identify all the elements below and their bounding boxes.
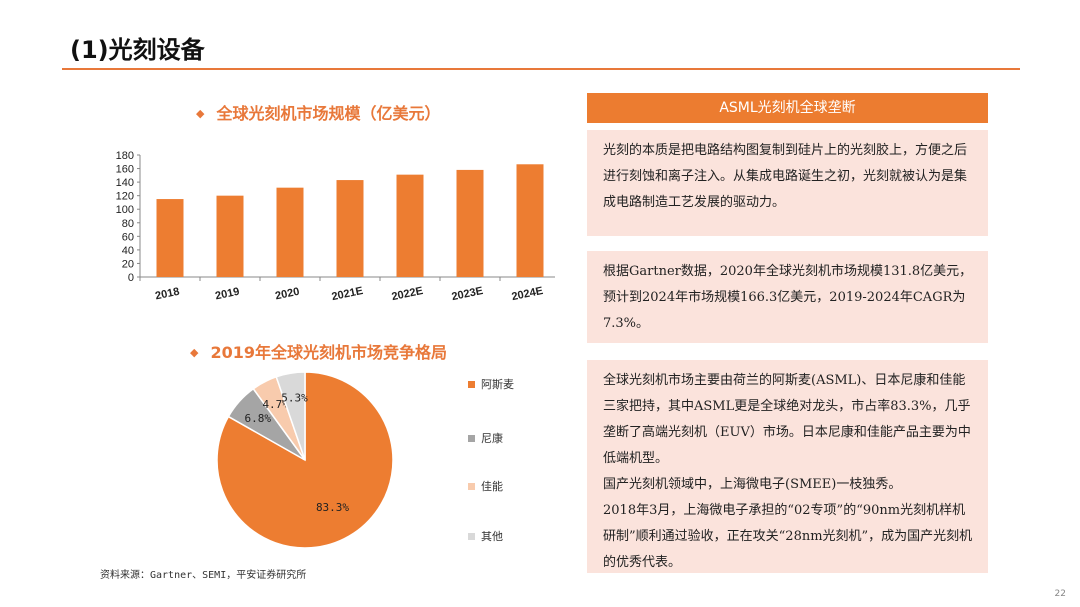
x-tick-label: 2018 (154, 286, 180, 303)
pie-slice-其他 (275, 371, 306, 461)
legend-label: 佳能 (481, 480, 503, 493)
y-tick-label: 140 (116, 177, 134, 189)
legend-label: 尼康 (481, 432, 503, 445)
x-tick-label: 2023E (451, 285, 485, 303)
pie-data-label: 5.3% (281, 392, 308, 405)
bar-2019 (216, 195, 244, 277)
legend-label: 其他 (481, 530, 503, 543)
panel-box-definition: 光刻的本质是把电路结构图复制到硅片上的光刻胶上，方便之后进行刻蚀和离子注入。从集… (587, 130, 988, 236)
legend-swatch (468, 482, 475, 490)
x-tick-label: 2019 (214, 286, 240, 303)
pie-chart: 83.3% 6.8%4.7%5.3% (216, 371, 394, 549)
panel-paragraph: 2018年3月，上海微电子承担的“02专项”的“90nm光刻机样机研制”顺利通过… (603, 503, 973, 570)
panel-paragraph: 根据Gartner数据，2020年全球光刻机市场规模131.8亿美元，预计到20… (603, 264, 973, 331)
y-tick-label: 80 (122, 218, 134, 230)
y-tick-label: 40 (122, 245, 134, 257)
panel-header: ASML光刻机全球垄断 (587, 93, 988, 123)
bar-2022E (396, 174, 424, 277)
bar-2020 (276, 187, 304, 277)
diamond-bullet-icon: ◆ (190, 346, 199, 359)
x-tick-label: 2022E (391, 285, 425, 303)
diamond-bullet-icon: ◆ (196, 107, 205, 120)
pie-chart-heading: ◆ 2019年全球光刻机市场竞争格局 (190, 339, 447, 363)
legend-label: 阿斯麦 (481, 378, 514, 391)
legend-item: 阿斯麦 (468, 376, 514, 392)
bar-2023E (456, 169, 484, 277)
pie-data-label: 4.7% (262, 398, 289, 411)
slide-title: (1)光刻设备 (70, 36, 205, 64)
bar-2021E (336, 180, 364, 277)
legend-item: 尼康 (468, 430, 503, 446)
pie-data-label: 6.8% (245, 412, 272, 425)
y-tick-label: 60 (122, 231, 134, 243)
bar-chart-title: 全球光刻机市场规模（亿美元） (216, 104, 441, 123)
x-tick-label: 2021E (331, 285, 365, 303)
legend-swatch (468, 434, 475, 442)
source-note: 资料来源：Gartner、SEMI，平安证券研究所 (100, 570, 307, 581)
legend-swatch (468, 532, 475, 540)
pie-chart-title: 2019年全球光刻机市场竞争格局 (210, 343, 448, 362)
legend-swatch (468, 380, 475, 388)
y-tick-label: 180 (116, 150, 134, 162)
panel-paragraph: 国产光刻机领域中，上海微电子(SMEE)一枝独秀。 (603, 477, 902, 492)
y-tick-label: 160 (116, 164, 134, 176)
y-tick-label: 100 (116, 204, 134, 216)
pie-slice-阿斯麦 (216, 371, 394, 549)
page-number: 22 (1054, 589, 1066, 599)
y-tick-label: 20 (122, 258, 134, 270)
y-tick-label: 0 (128, 272, 134, 284)
bar-2018 (156, 199, 184, 277)
panel-paragraph: 全球光刻机市场主要由荷兰的阿斯麦(ASML)、日本尼康和佳能三家把持，其中ASM… (603, 373, 971, 466)
x-tick-label: 2020 (274, 286, 300, 303)
y-tick-label: 120 (116, 191, 134, 203)
panel-paragraph: 光刻的本质是把电路结构图复制到硅片上的光刻胶上，方便之后进行刻蚀和离子注入。从集… (603, 143, 968, 210)
pie-data-label: 83.3% (316, 501, 349, 514)
panel-box-market-size: 根据Gartner数据，2020年全球光刻机市场规模131.8亿美元，预计到20… (587, 251, 988, 343)
x-tick-label: 2024E (511, 285, 545, 303)
panel-box-competition: 全球光刻机市场主要由荷兰的阿斯麦(ASML)、日本尼康和佳能三家把持，其中ASM… (587, 360, 988, 573)
legend-item: 佳能 (468, 478, 503, 494)
legend-item: 其他 (468, 528, 503, 544)
title-divider (62, 68, 1020, 70)
bar-2024E (516, 164, 544, 277)
bar-chart-heading: ◆ 全球光刻机市场规模（亿美元） (196, 100, 440, 124)
